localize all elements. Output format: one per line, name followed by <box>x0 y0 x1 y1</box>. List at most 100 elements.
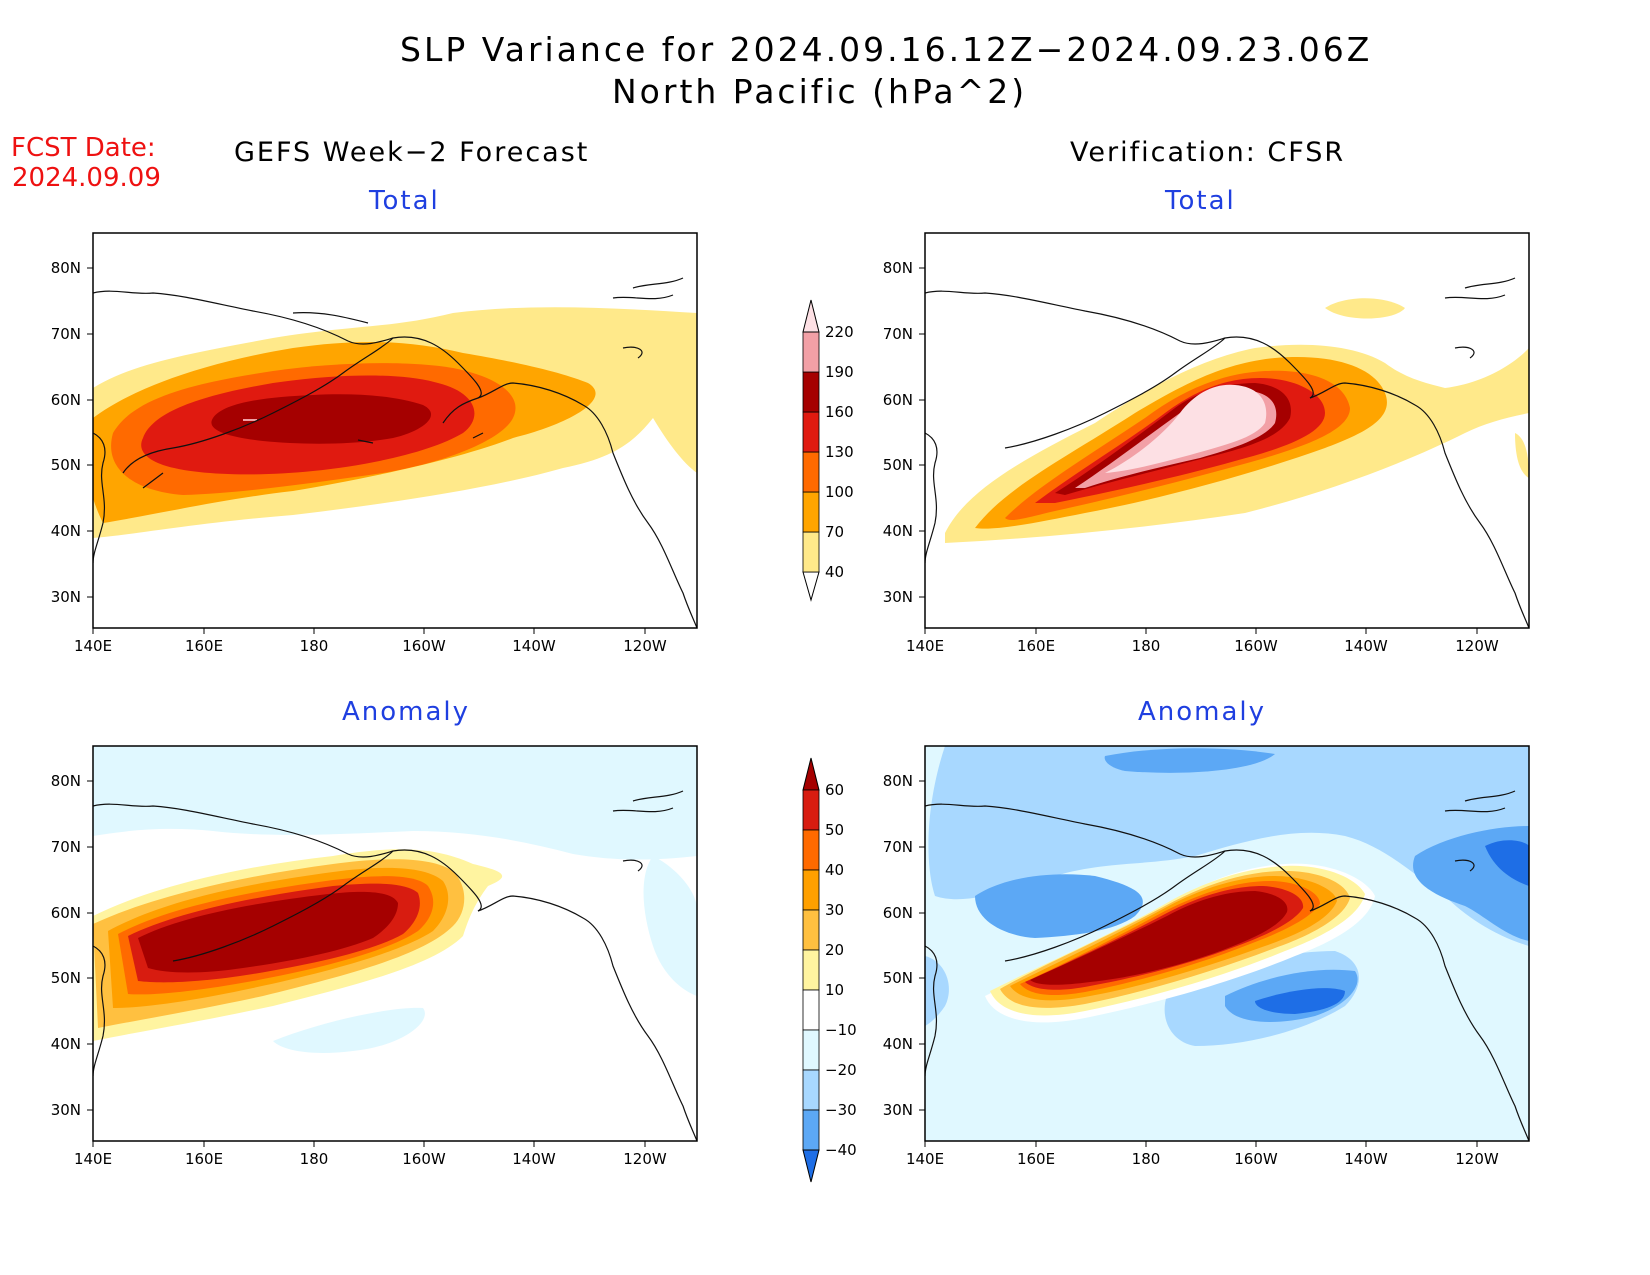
contour-neg40-b <box>1255 988 1345 1014</box>
colorbar-level: 50 <box>825 821 844 839</box>
colorbar-level: 220 <box>825 323 854 341</box>
colorbar-tail-bottom <box>802 571 820 602</box>
lat-axis: 80N 70N 60N 50N 40N 30N <box>51 772 93 1119</box>
lon-label: 180 <box>1132 637 1161 655</box>
colorbar-anomaly: 60 50 40 30 20 10 −10 −20 −30 −40 <box>802 757 857 1183</box>
panel-title-total-verification: Total <box>1165 186 1236 216</box>
panel-title-anomaly-verification: Anomaly <box>1138 697 1267 727</box>
colorbar-level: 30 <box>825 901 844 919</box>
contour-neg10-b <box>643 856 697 996</box>
contour-40-c <box>1515 433 1529 478</box>
contour-neg10 <box>93 746 697 860</box>
lat-label: 40N <box>51 522 81 540</box>
lat-label: 60N <box>883 391 913 409</box>
coastlines <box>925 790 1529 1141</box>
lat-label: 70N <box>883 838 913 856</box>
lat-label: 50N <box>51 969 81 987</box>
lat-axis: 80N 70N 60N 50N 40N 30N <box>883 259 925 606</box>
colorbar-level: −20 <box>825 1061 857 1079</box>
colorbar-band <box>802 949 820 991</box>
lat-label: 60N <box>883 904 913 922</box>
colorbar-level: 20 <box>825 941 844 959</box>
lat-label: 80N <box>883 259 913 277</box>
lat-label: 70N <box>51 325 81 343</box>
lat-label: 40N <box>51 1035 81 1053</box>
colorbar-level: 40 <box>825 861 844 879</box>
lon-label: 120W <box>623 637 667 655</box>
lon-label: 140E <box>906 1150 944 1168</box>
colorbar-band <box>802 531 820 573</box>
lon-label: 160W <box>1234 637 1278 655</box>
lat-label: 40N <box>883 1035 913 1053</box>
map-frame <box>924 745 1530 1142</box>
lon-label: 140W <box>512 637 556 655</box>
contour-60 <box>138 891 398 973</box>
colorbar-band <box>802 451 820 493</box>
colorbar-level: 190 <box>825 363 854 381</box>
contour-neg30 <box>975 874 1143 938</box>
colorbar-band <box>802 491 820 533</box>
lon-axis: 140E 160E 180 160W 140W 120W <box>74 1141 667 1168</box>
lat-label: 30N <box>51 1101 81 1119</box>
colorbar-level: −30 <box>825 1101 857 1119</box>
colorbar-level: 100 <box>825 483 854 501</box>
map-frame <box>924 232 1530 629</box>
colorbar-band <box>802 331 820 373</box>
forecast-date-value: 2024.09.09 <box>12 163 161 193</box>
lat-axis: 80N 70N 60N 50N 40N 30N <box>883 772 925 1119</box>
colorbar-band <box>802 789 820 831</box>
colorbar-band <box>802 371 820 413</box>
coastlines <box>93 277 697 628</box>
coastlines <box>93 790 697 1141</box>
forecast-date-label: FCST Date: <box>11 133 156 163</box>
colorbar-level: −40 <box>825 1141 857 1159</box>
main-subtitle: North Pacific (hPa^2) <box>612 72 1028 111</box>
contour-neg20-c <box>925 956 949 1026</box>
panel-title-anomaly-forecast: Anomaly <box>342 697 471 727</box>
colorbar-level: −10 <box>825 1021 857 1039</box>
lon-label: 160E <box>185 1150 223 1168</box>
colorbar-tail-bottom <box>802 1149 820 1183</box>
lon-label: 180 <box>1132 1150 1161 1168</box>
lat-label: 30N <box>883 1101 913 1119</box>
map-frame <box>92 232 698 629</box>
lat-label: 60N <box>51 904 81 922</box>
colorbar-tail-top <box>802 299 820 333</box>
colorbar-band <box>802 1109 820 1151</box>
contour-160 <box>211 394 432 444</box>
map-forecast-anomaly: 80N 70N 60N 50N 40N 30N 140E 160E 180 160W 140W 12… <box>51 745 698 1168</box>
colorbar-tail-top <box>802 757 820 791</box>
colorbar-band <box>802 411 820 453</box>
colorbar-level: 10 <box>825 981 844 999</box>
lon-label: 180 <box>300 637 329 655</box>
lat-label: 70N <box>883 325 913 343</box>
colorbar-level: 130 <box>825 443 854 461</box>
contour-neg30-d <box>1104 748 1275 773</box>
lat-label: 50N <box>51 456 81 474</box>
lon-axis: 140E 160E 180 160W 140W 120W <box>906 1141 1499 1168</box>
map-verification-total: 80N 70N 60N 50N 40N 30N 140E 160E 180 160W 140W 12… <box>883 232 1530 655</box>
lon-label: 140W <box>512 1150 556 1168</box>
lon-label: 160W <box>402 1150 446 1168</box>
lon-axis: 140E 160E 180 160W 140W 120W <box>74 628 667 655</box>
contour-220 <box>1105 384 1267 473</box>
lat-label: 70N <box>51 838 81 856</box>
lat-label: 60N <box>51 391 81 409</box>
lon-label: 120W <box>1455 1150 1499 1168</box>
lon-label: 140W <box>1344 1150 1388 1168</box>
lon-label: 140E <box>906 637 944 655</box>
colorbar-band <box>802 1029 820 1071</box>
colorbar-band <box>802 909 820 951</box>
map-verification-anomaly: 80N 70N 60N 50N 40N 30N 140E 160E 180 160W 140W 12… <box>883 745 1530 1168</box>
contour-neg20 <box>928 746 1529 946</box>
lat-label: 80N <box>883 772 913 790</box>
colorbar-level: 160 <box>825 403 854 421</box>
lon-label: 160W <box>1234 1150 1278 1168</box>
column-header-verification: Verification: CFSR <box>1070 137 1346 168</box>
main-title: SLP Variance for 2024.09.16.12Z−2024.09.… <box>400 30 1373 69</box>
lon-label: 160E <box>1017 1150 1055 1168</box>
colorbar-band <box>802 1069 820 1111</box>
lat-label: 80N <box>51 772 81 790</box>
lat-label: 50N <box>883 456 913 474</box>
colorbar-band <box>802 989 820 1031</box>
